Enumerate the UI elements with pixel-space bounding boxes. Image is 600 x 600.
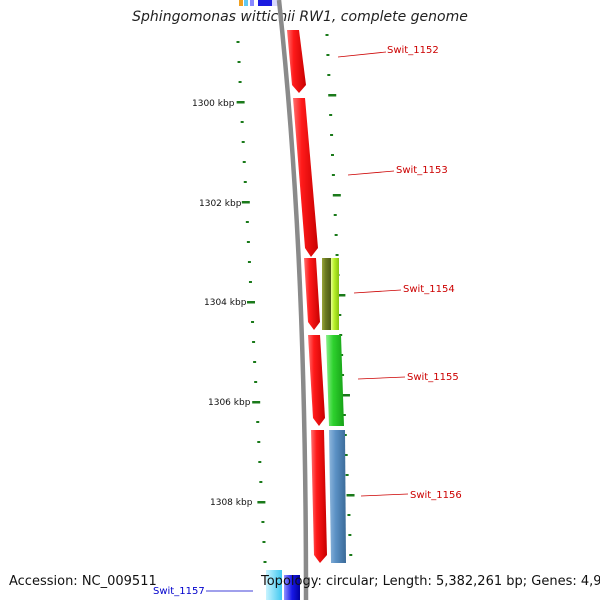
minor-tick xyxy=(347,514,351,516)
gene-swit-1156[interactable] xyxy=(329,430,346,563)
minor-tick xyxy=(238,81,242,83)
gene-swit-1155-reverse[interactable] xyxy=(308,335,325,426)
gene-swit-1154-lime[interactable] xyxy=(331,258,339,330)
minor-tick xyxy=(253,361,257,363)
gene-swit-1154-reverse[interactable] xyxy=(304,258,320,330)
minor-tick xyxy=(333,214,337,216)
minor-tick xyxy=(261,521,265,523)
minor-tick xyxy=(251,321,255,323)
minor-tick xyxy=(349,554,353,556)
minor-tick xyxy=(243,181,247,183)
axis-label-1302kbp: 1302 kbp xyxy=(199,199,242,209)
minor-tick xyxy=(263,561,267,563)
major-tick xyxy=(236,101,245,104)
minor-tick xyxy=(246,241,250,243)
accession-text: Accession: NC_009511 xyxy=(9,574,157,589)
minor-tick xyxy=(254,381,258,383)
minor-tick xyxy=(237,61,241,63)
axis-label-1306kbp: 1306 kbp xyxy=(208,398,251,408)
gene-label-swit-1156: Swit_1156 xyxy=(410,490,462,501)
gene-label-swit-1155: Swit_1155 xyxy=(407,372,459,383)
gene-swit-1153[interactable] xyxy=(293,98,318,257)
map-title: Sphingomonas wittichii RW1, complete gen… xyxy=(132,9,468,25)
genome-backbone xyxy=(276,0,309,600)
gene-swit-1154-olive[interactable] xyxy=(322,258,331,330)
axis-label-1304kbp: 1304 kbp xyxy=(204,298,247,308)
major-tick xyxy=(337,294,346,297)
minor-tick xyxy=(338,314,342,316)
minor-tick xyxy=(348,534,352,536)
bottom-edge-features xyxy=(266,570,300,600)
minor-tick xyxy=(248,281,252,283)
gene-label-swit-1152: Swit_1152 xyxy=(387,45,439,56)
genome-info-text: Topology: circular; Length: 5,382,261 bp… xyxy=(261,574,600,589)
minor-tick xyxy=(329,114,333,116)
minor-tick xyxy=(241,141,245,143)
minor-tick xyxy=(257,441,261,443)
minor-tick xyxy=(325,34,329,36)
minor-tick xyxy=(330,134,334,136)
minor-tick xyxy=(262,541,266,543)
top-edge-features xyxy=(239,0,278,6)
minor-tick xyxy=(236,41,240,43)
major-tick xyxy=(247,301,255,304)
major-tick xyxy=(252,401,261,404)
minor-tick xyxy=(341,374,345,376)
minor-tick xyxy=(343,434,347,436)
minor-tick xyxy=(252,341,256,343)
major-tick xyxy=(332,194,341,197)
axis-labels: 1300 kbp 1302 kbp 1304 kbp 1306 kbp 1308… xyxy=(192,99,253,508)
major-tick xyxy=(257,501,266,504)
major-tick xyxy=(341,394,350,397)
minor-tick xyxy=(245,221,249,223)
minor-tick xyxy=(327,74,331,76)
gene-labels: Swit_1152 Swit_1153 Swit_1154 Swit_1155 … xyxy=(153,45,462,597)
forward-strand-genes xyxy=(322,258,346,563)
major-tick xyxy=(328,94,337,97)
minor-tick xyxy=(247,261,251,263)
major-tick xyxy=(241,201,250,204)
gene-label-swit-1157: Swit_1157 xyxy=(153,586,205,597)
minor-tick xyxy=(334,234,338,236)
gene-swit-1152[interactable] xyxy=(287,30,306,93)
minor-tick xyxy=(331,174,335,176)
reverse-strand-genes xyxy=(287,30,327,563)
gene-swit-1156-reverse[interactable] xyxy=(311,430,327,563)
axis-ticks-left xyxy=(236,41,267,563)
minor-tick xyxy=(326,54,330,56)
minor-tick xyxy=(330,154,334,156)
axis-label-1308kbp: 1308 kbp xyxy=(210,498,253,508)
minor-tick xyxy=(256,421,260,423)
gene-swit-1155[interactable] xyxy=(326,335,344,426)
minor-tick xyxy=(342,414,346,416)
gene-label-swit-1154: Swit_1154 xyxy=(403,284,455,295)
minor-tick xyxy=(344,454,348,456)
minor-tick xyxy=(258,461,262,463)
axis-label-1300kbp: 1300 kbp xyxy=(192,99,235,109)
minor-tick xyxy=(335,254,339,256)
minor-tick xyxy=(345,474,349,476)
minor-tick xyxy=(242,161,246,163)
minor-tick xyxy=(240,121,244,123)
minor-tick xyxy=(259,481,263,483)
major-tick xyxy=(346,494,355,497)
gene-label-swit-1153: Swit_1153 xyxy=(396,165,448,176)
